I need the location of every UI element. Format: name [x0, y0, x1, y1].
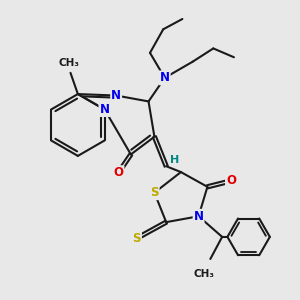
Text: N: N: [160, 71, 170, 84]
Text: N: N: [100, 103, 110, 116]
Text: H: H: [170, 155, 180, 165]
Text: S: S: [133, 232, 141, 245]
Text: CH₃: CH₃: [194, 269, 215, 279]
Text: N: N: [194, 210, 204, 223]
Text: N: N: [100, 103, 110, 116]
Text: O: O: [113, 166, 124, 179]
Text: S: S: [150, 186, 159, 199]
Text: CH₃: CH₃: [58, 58, 80, 68]
Text: N: N: [111, 89, 121, 102]
Text: O: O: [226, 174, 236, 188]
